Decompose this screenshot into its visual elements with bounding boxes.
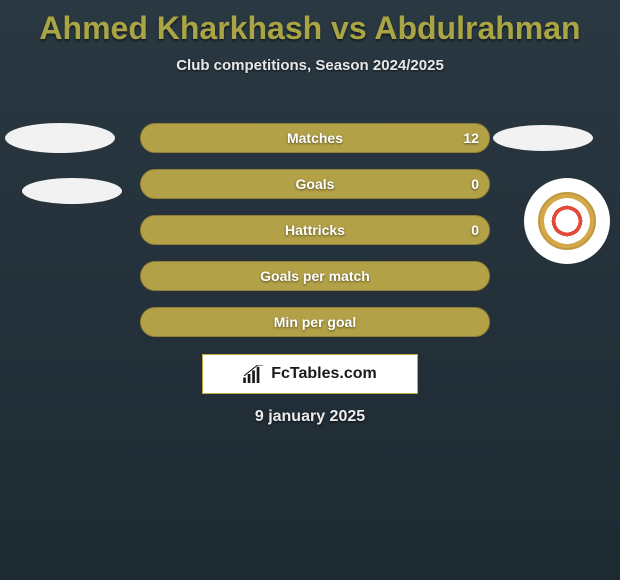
stat-bar-value-right: 0 — [461, 170, 489, 198]
subtitle: Club competitions, Season 2024/2025 — [0, 57, 620, 74]
page-title: Ahmed Kharkhash vs Abdulrahman — [0, 0, 620, 47]
brand-chart-icon — [243, 365, 265, 383]
stat-bar: Hattricks0 — [140, 215, 490, 245]
stat-bar-label: Goals per match — [141, 262, 489, 290]
stat-bar-label: Min per goal — [141, 308, 489, 336]
stat-bar: Matches12 — [140, 123, 490, 153]
player-right-avatar-shape-1 — [493, 125, 593, 151]
stat-bar: Goals0 — [140, 169, 490, 199]
stat-bar-label: Hattricks — [141, 216, 489, 244]
player-left-avatar-shape-2 — [22, 178, 122, 204]
date-text: 9 january 2025 — [0, 408, 620, 426]
player-left-avatar-shape-1 — [5, 123, 115, 153]
brand-text: FcTables.com — [271, 365, 377, 383]
stat-bar-label: Matches — [141, 124, 489, 152]
stat-bar-value-right: 12 — [453, 124, 489, 152]
stat-bar-label: Goals — [141, 170, 489, 198]
stat-bar-value-right: 0 — [461, 216, 489, 244]
stat-bar: Min per goal — [140, 307, 490, 337]
club-badge-icon — [538, 192, 596, 250]
stat-bar: Goals per match — [140, 261, 490, 291]
brand-box: FcTables.com — [202, 354, 418, 394]
comparison-bars: Matches12Goals0Hattricks0Goals per match… — [140, 123, 490, 353]
player-right-club-badge-holder — [524, 178, 610, 264]
